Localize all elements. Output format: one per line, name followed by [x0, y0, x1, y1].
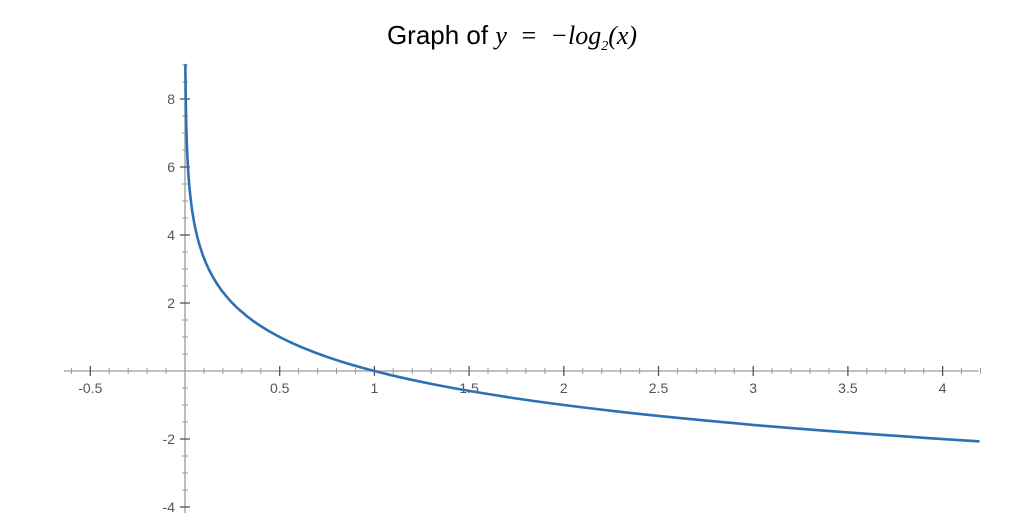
- svg-text:-2: -2: [163, 431, 176, 447]
- svg-text:-4: -4: [163, 499, 176, 515]
- svg-text:1: 1: [371, 380, 379, 396]
- svg-text:3: 3: [749, 380, 757, 396]
- svg-text:2: 2: [560, 380, 568, 396]
- svg-text:2.5: 2.5: [649, 380, 669, 396]
- svg-text:2: 2: [167, 295, 175, 311]
- svg-text:1.5: 1.5: [459, 380, 479, 396]
- svg-text:3.5: 3.5: [838, 380, 858, 396]
- svg-text:0.5: 0.5: [270, 380, 290, 396]
- svg-text:8: 8: [167, 91, 175, 107]
- svg-text:4: 4: [939, 380, 947, 396]
- svg-text:6: 6: [167, 159, 175, 175]
- svg-text:-0.5: -0.5: [78, 380, 102, 396]
- svg-text:4: 4: [167, 227, 175, 243]
